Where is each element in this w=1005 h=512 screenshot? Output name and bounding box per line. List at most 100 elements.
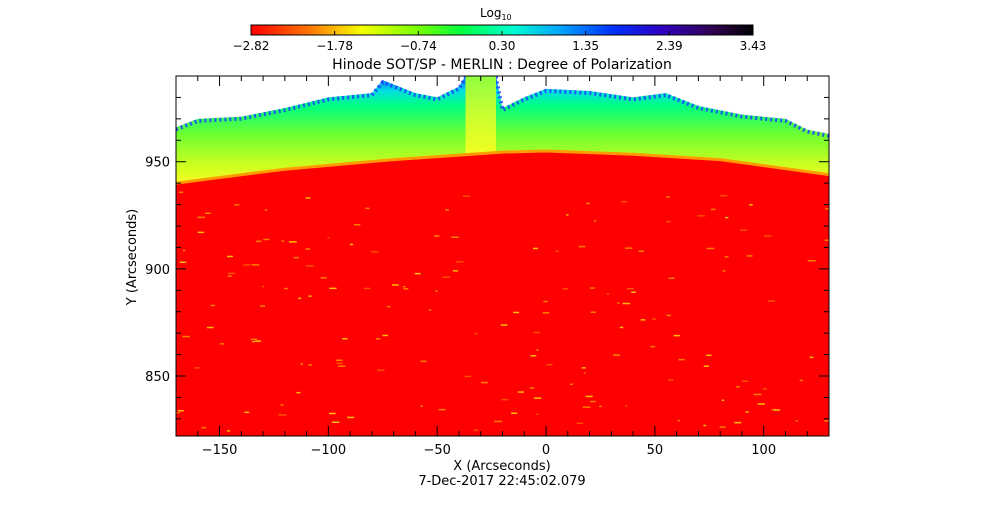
speckle [617,302,620,304]
speckle [420,405,423,407]
speckle [435,290,438,292]
x-tick-label: 100 [751,443,776,458]
speckle [697,215,705,217]
speckle [562,288,568,290]
speckle [622,302,631,305]
speckle [678,358,685,361]
speckle [529,387,535,389]
x-tick-label: 50 [647,443,664,458]
y-tick-label: 950 [145,156,170,171]
speckle [289,241,297,243]
speckle [451,236,459,238]
speckle [462,195,471,197]
speckle [767,300,776,302]
speckle [533,331,541,334]
colorbar-tick-label: 3.43 [740,39,767,53]
speckle [706,247,715,250]
speckle [706,354,712,357]
speckle [799,379,803,382]
timestamp: 7-Dec-2017 22:45:02.079 [418,474,585,489]
speckle [627,288,634,290]
speckle [757,403,765,405]
x-tick-label: −50 [423,443,450,458]
colorbar-ticks: −2.82 −1.78 −0.74 0.30 1.35 2.39 3.43 [233,31,767,53]
speckle [725,216,729,219]
speckle [533,397,542,399]
speckle [251,264,260,266]
speckle [305,265,314,267]
y-axis-label: Y (Arcseconds) [125,209,140,306]
speckle [280,404,284,406]
speckle [666,196,671,198]
speckle [365,207,370,210]
speckle [703,365,709,367]
speckle [254,340,262,342]
x-tick-label: 0 [542,443,550,458]
speckle [570,383,573,385]
speckle [177,410,184,412]
speckle [264,209,268,211]
speckle [741,380,749,382]
speckle [201,426,207,429]
speckle [205,212,211,214]
speckle [428,309,432,311]
speckle [586,202,590,205]
speckle [281,240,285,242]
speckle [194,367,200,369]
speckle [619,326,624,329]
speckle [703,424,707,427]
speckle [464,375,471,378]
speckle [530,355,537,357]
speckle [206,326,214,329]
speckle [474,332,478,335]
colorbar-tick-label: −0.74 [400,39,437,53]
speckle [182,335,190,338]
speckle [666,314,671,317]
speckle [578,245,586,248]
colorbar-tick-label: 0.30 [489,39,516,53]
speckle [227,275,232,277]
speckle [631,291,636,293]
speckle [197,231,205,234]
speckle [746,255,753,257]
colorbar: Log10 −2.82 −1.78 −0.74 0.30 1.35 2.39 3.43 [233,6,767,53]
speckle [382,334,388,337]
speckle [762,388,767,390]
speckle [363,287,371,290]
speckle [724,256,729,258]
speckle [533,247,539,250]
speckle [331,421,340,423]
speckle [305,197,311,199]
speckle [590,400,596,403]
speckle [338,365,346,367]
limb-edge [176,149,829,185]
speckle [719,426,726,428]
speckle [296,391,301,394]
speckle [252,341,255,343]
speckle [403,288,409,290]
speckle [335,359,343,361]
speckle [763,235,772,237]
speckle [438,408,446,411]
speckle [824,420,829,422]
speckle [329,287,337,290]
speckle [753,393,762,396]
speckle [513,311,520,314]
speckle [329,412,336,415]
speckle [377,369,385,371]
plot-area: −150 −100 −50 0 50 100 850 900 950 [145,75,830,458]
colorbar-tick-label: 2.39 [656,39,683,53]
speckle [546,363,553,366]
speckle [402,286,406,288]
x-tick-label: −100 [311,443,347,458]
speckle [625,247,633,249]
speckle [197,216,205,219]
disk-speckles [176,191,829,432]
speckle [284,287,288,290]
speckle [585,395,593,398]
speckle [182,249,186,252]
speckle [391,284,399,286]
speckle [638,250,644,252]
speckle [517,391,524,393]
